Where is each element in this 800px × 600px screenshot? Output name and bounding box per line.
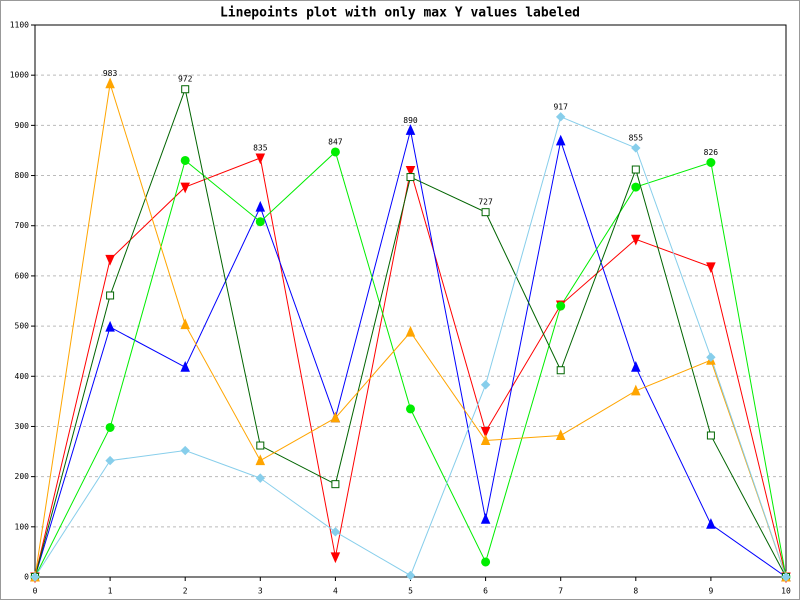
point <box>330 527 341 537</box>
y-tick-label: 600 <box>15 271 30 280</box>
point <box>631 165 640 174</box>
point <box>181 85 190 94</box>
x-tick-label: 3 <box>258 587 263 596</box>
point <box>406 173 415 182</box>
point <box>330 552 341 564</box>
point <box>331 480 340 489</box>
point <box>706 262 716 274</box>
point <box>706 431 715 440</box>
y-tick-label: 400 <box>15 372 30 381</box>
point <box>255 217 265 227</box>
value-label: 855 <box>629 133 644 142</box>
point <box>105 254 115 266</box>
point <box>255 473 266 483</box>
point <box>631 143 641 153</box>
point <box>480 434 491 446</box>
point <box>480 380 491 390</box>
point <box>556 366 565 375</box>
x-tick-label: 7 <box>558 587 563 596</box>
value-label: 983 <box>103 69 118 78</box>
point <box>481 208 490 217</box>
point <box>480 513 491 524</box>
point <box>255 200 266 212</box>
point <box>105 320 115 332</box>
point <box>631 361 641 372</box>
point <box>555 134 566 146</box>
x-tick-label: 8 <box>633 587 638 596</box>
point <box>556 301 566 311</box>
point <box>405 325 416 337</box>
point <box>405 124 416 135</box>
y-tick-label: 800 <box>15 171 30 180</box>
point <box>706 518 716 529</box>
value-label: 835 <box>253 143 268 152</box>
x-tick-label: 2 <box>183 587 188 596</box>
point <box>706 157 716 167</box>
value-label: 826 <box>704 148 719 157</box>
point <box>631 384 641 396</box>
point <box>30 572 40 582</box>
point <box>781 572 791 582</box>
point <box>330 411 341 423</box>
point <box>481 557 491 567</box>
value-label: 917 <box>553 102 568 111</box>
y-tick-label: 700 <box>15 221 30 230</box>
value-label: 972 <box>178 75 193 84</box>
point <box>480 426 491 438</box>
y-tick-label: 300 <box>15 422 30 431</box>
y-tick-label: 200 <box>15 472 30 481</box>
point <box>405 570 416 581</box>
x-tick-label: 0 <box>33 587 38 596</box>
point <box>180 318 190 330</box>
point <box>255 454 266 466</box>
point <box>555 112 566 122</box>
point <box>256 441 265 450</box>
y-tick-label: 1000 <box>10 71 29 80</box>
point <box>631 234 641 246</box>
x-tick-label: 5 <box>408 587 413 596</box>
point <box>180 155 190 165</box>
point <box>555 429 566 440</box>
point <box>330 147 340 157</box>
value-label: 727 <box>478 198 493 207</box>
point <box>106 291 115 300</box>
y-tick-label: 500 <box>15 322 30 331</box>
point <box>105 455 115 466</box>
point <box>406 404 415 414</box>
point <box>105 422 115 432</box>
point <box>706 352 716 362</box>
y-tick-label: 0 <box>24 573 29 582</box>
y-tick-label: 900 <box>15 121 30 130</box>
x-tick-label: 1 <box>108 587 113 596</box>
point <box>631 182 641 192</box>
value-label: 890 <box>403 116 418 125</box>
point <box>180 182 190 194</box>
y-tick-label: 100 <box>15 522 30 531</box>
value-label: 847 <box>328 137 343 146</box>
chart-title: Linepoints plot with only max Y values l… <box>220 6 580 21</box>
x-tick-label: 6 <box>483 587 488 596</box>
x-tick-label: 9 <box>708 587 713 596</box>
point <box>105 77 115 89</box>
point <box>180 445 190 456</box>
point <box>405 166 416 177</box>
point <box>180 361 190 372</box>
point <box>255 153 266 165</box>
x-tick-label: 4 <box>333 587 338 596</box>
x-tick-label: 10 <box>781 587 791 596</box>
y-tick-label: 1100 <box>10 21 29 30</box>
